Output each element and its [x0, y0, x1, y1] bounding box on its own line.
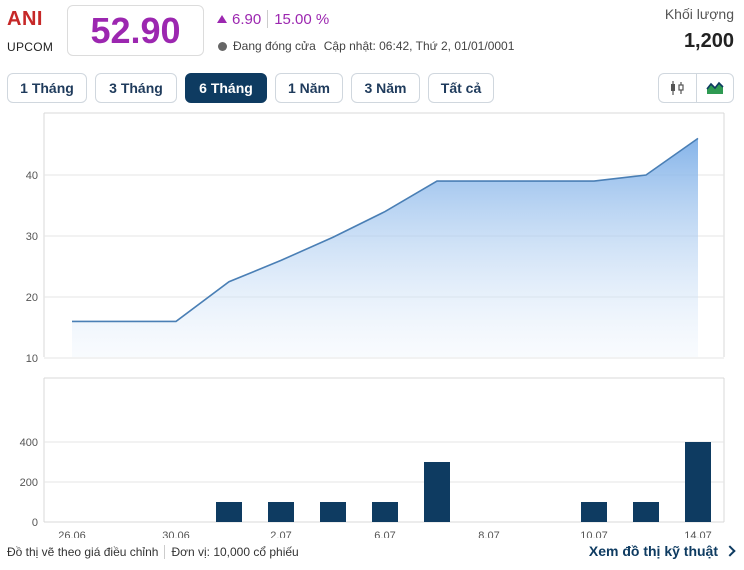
volume-bar: [372, 502, 398, 522]
adjusted-price-note: Đồ thị vẽ theo giá điều chỉnh: [7, 545, 159, 559]
volume-bar: [581, 502, 607, 522]
volume-bar: [633, 502, 659, 522]
footer-notes: Đồ thị vẽ theo giá điều chỉnh Đơn vị: 10…: [7, 545, 299, 559]
chart-grid: [43, 112, 725, 523]
change-divider: [267, 10, 269, 28]
tab-1-month[interactable]: 1 Tháng: [7, 73, 87, 103]
price-tick-label: 20: [26, 292, 38, 304]
tab-all[interactable]: Tất cả: [428, 73, 494, 103]
price-tick-label: 30: [26, 231, 38, 243]
price-box: 52.90: [67, 5, 204, 56]
current-price: 52.90: [90, 9, 181, 51]
x-tick-label: 10.07: [580, 530, 608, 538]
x-tick-label: 8.07: [478, 530, 499, 538]
chevron-right-icon: [724, 545, 736, 557]
price-change: 6.90: [232, 10, 262, 28]
technical-chart-link[interactable]: Xem đồ thị kỹ thuật: [588, 543, 736, 559]
volume-bar: [685, 442, 711, 522]
candlestick-chart-icon: [671, 81, 684, 95]
tab-6-months[interactable]: 6 Tháng: [185, 73, 267, 103]
x-tick-label: 2.07: [270, 530, 291, 538]
area-chart-button[interactable]: [695, 74, 734, 102]
price-tick-label: 40: [26, 170, 38, 182]
price-tick-label: 10: [26, 353, 38, 365]
market-status-row: Đang đóng cửa Cập nhật: 06:42, Thứ 2, 01…: [218, 39, 514, 53]
ticker-symbol: ANI: [7, 8, 43, 30]
volume-bar: [216, 502, 242, 522]
volume-bar: [320, 502, 346, 522]
volume-value: 1,200: [683, 30, 734, 52]
candlestick-button[interactable]: [659, 74, 696, 102]
price-change-row: 6.90 15.00 %: [217, 10, 329, 28]
x-tick-label: 26.06: [58, 530, 86, 538]
price-change-percent: 15.00 %: [274, 10, 330, 28]
x-tick-label: 6.07: [374, 530, 395, 538]
price-area-series: [71, 137, 699, 357]
period-tabs: 1 Tháng 3 Tháng 6 Tháng 1 Năm 3 Năm Tất …: [7, 73, 502, 103]
exchange-label: UPCOM: [7, 40, 54, 54]
update-time: Cập nhật: 06:42, Thứ 2, 01/01/0001: [323, 39, 515, 53]
tab-3-years[interactable]: 3 Năm: [351, 73, 420, 103]
area-chart-icon: [706, 81, 724, 94]
price-line: [72, 137, 699, 323]
up-arrow-icon: [217, 15, 227, 23]
tab-1-year[interactable]: 1 Năm: [275, 73, 343, 103]
volume-tick-label: 0: [32, 517, 38, 529]
volume-bar: [268, 502, 294, 522]
chart-type-switch: [658, 73, 734, 103]
market-status: Đang đóng cửa: [233, 39, 316, 53]
volume-bar-series: [216, 442, 711, 522]
technical-chart-label: Xem đồ thị kỹ thuật: [588, 543, 718, 559]
tab-3-months[interactable]: 3 Tháng: [95, 73, 177, 103]
volume-bar: [424, 462, 450, 522]
volume-label: Khối lượng: [664, 6, 734, 22]
status-dot-icon: [218, 41, 227, 51]
price-area-fill: [72, 138, 698, 357]
volume-unit-note: Đơn vị: 10,000 cổ phiếu: [171, 545, 299, 559]
x-tick-label: 30.06: [162, 530, 190, 538]
volume-tick-label: 200: [20, 477, 38, 489]
x-tick-label: 14.07: [684, 530, 712, 538]
volume-tick-label: 400: [20, 437, 38, 449]
